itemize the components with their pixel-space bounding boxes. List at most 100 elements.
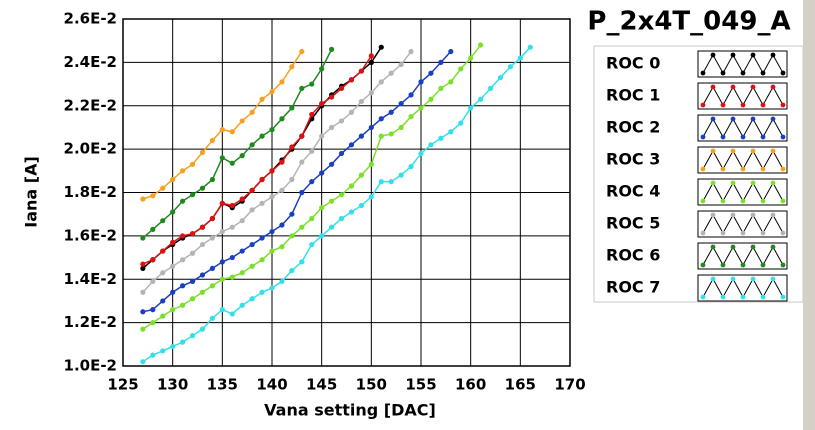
legend-swatch-marker xyxy=(770,52,776,58)
data-point xyxy=(249,263,255,269)
legend-swatch-marker xyxy=(730,148,736,154)
data-point xyxy=(180,257,186,263)
data-point xyxy=(180,339,186,345)
legend-swatch-marker xyxy=(700,166,706,172)
data-point xyxy=(189,250,196,256)
legend-swatch-marker xyxy=(760,166,766,172)
legend-swatch-marker xyxy=(700,70,706,76)
data-point xyxy=(289,233,295,239)
y-tick-label: 1.4E-2 xyxy=(64,270,117,288)
legend-swatch-marker xyxy=(740,198,746,204)
data-point xyxy=(507,64,513,70)
data-point xyxy=(229,311,235,317)
x-tick-label: 150 xyxy=(356,376,387,394)
data-point xyxy=(438,135,444,141)
data-point xyxy=(170,209,176,215)
data-point xyxy=(358,68,364,74)
legend-label: ROC 5 xyxy=(606,214,660,233)
data-point xyxy=(219,127,225,133)
y-tick-label: 1.8E-2 xyxy=(64,183,117,201)
data-point xyxy=(478,42,484,48)
legend-swatch-marker xyxy=(710,180,716,186)
data-point xyxy=(229,254,235,261)
legend-swatch-marker xyxy=(720,294,726,300)
legend-swatch-marker xyxy=(740,102,746,108)
data-point xyxy=(348,77,355,83)
data-point xyxy=(259,257,265,263)
data-point xyxy=(180,302,186,308)
data-point xyxy=(348,183,355,189)
data-point xyxy=(329,161,335,167)
data-point xyxy=(309,81,315,87)
legend-swatch-marker xyxy=(780,134,786,140)
x-tick-label: 125 xyxy=(107,376,138,394)
legend-swatch-marker xyxy=(750,148,756,154)
data-point xyxy=(180,283,186,289)
x-tick-label: 135 xyxy=(207,376,238,394)
data-point xyxy=(348,209,355,215)
data-point xyxy=(299,85,305,91)
legend-swatch-marker xyxy=(770,180,776,186)
data-point xyxy=(309,241,315,248)
data-point xyxy=(180,233,186,239)
legend-swatch-marker xyxy=(760,230,766,236)
data-point xyxy=(448,79,454,85)
data-point xyxy=(199,241,206,248)
data-point xyxy=(170,263,176,269)
legend-swatch-marker xyxy=(770,212,776,218)
data-point xyxy=(497,74,504,81)
data-point xyxy=(170,307,176,313)
data-point xyxy=(140,196,146,202)
legend-swatch-marker xyxy=(720,70,726,76)
data-point xyxy=(329,46,335,52)
data-point xyxy=(180,198,186,204)
legend-swatch-marker xyxy=(750,180,756,186)
data-point xyxy=(358,98,364,105)
legend-swatch-marker xyxy=(730,244,736,250)
data-point xyxy=(378,44,384,50)
data-point xyxy=(418,150,424,157)
data-point xyxy=(150,307,156,313)
data-point xyxy=(388,131,394,137)
data-point xyxy=(249,142,255,148)
data-point xyxy=(338,192,345,198)
legend-swatch-marker xyxy=(780,102,786,108)
data-point xyxy=(160,218,166,224)
legend-swatch-marker xyxy=(780,230,786,236)
data-point xyxy=(368,161,374,167)
data-point xyxy=(388,109,394,115)
y-axis-label: Iana [A] xyxy=(22,156,41,228)
scrollbar[interactable] xyxy=(803,0,815,430)
data-point xyxy=(199,272,206,278)
legend-swatch-marker xyxy=(740,166,746,172)
legend-swatch-marker xyxy=(700,230,706,236)
x-tick-label: 165 xyxy=(505,376,536,394)
data-point xyxy=(309,179,315,185)
x-tick-label: 145 xyxy=(306,376,337,394)
data-point xyxy=(150,352,156,358)
legend-swatch-marker xyxy=(710,244,716,250)
data-point xyxy=(199,149,206,155)
data-point xyxy=(368,59,374,65)
data-point xyxy=(398,124,404,131)
data-point xyxy=(150,278,156,285)
data-point xyxy=(438,85,444,91)
data-point xyxy=(269,248,275,254)
data-point xyxy=(348,142,355,148)
legend-swatch-marker xyxy=(720,134,726,140)
legend-swatch-marker xyxy=(730,212,736,218)
data-point xyxy=(517,55,523,61)
legend-label: ROC 3 xyxy=(606,150,660,169)
data-point xyxy=(140,309,146,315)
legend-swatch-marker xyxy=(740,230,746,236)
data-point xyxy=(150,320,156,326)
legend-swatch-marker xyxy=(710,212,716,218)
data-point xyxy=(428,142,434,148)
data-point xyxy=(378,179,384,185)
data-point xyxy=(458,66,464,72)
data-point xyxy=(319,100,325,107)
legend-swatch-marker xyxy=(700,102,706,108)
data-point xyxy=(199,185,206,191)
data-point xyxy=(249,109,255,115)
